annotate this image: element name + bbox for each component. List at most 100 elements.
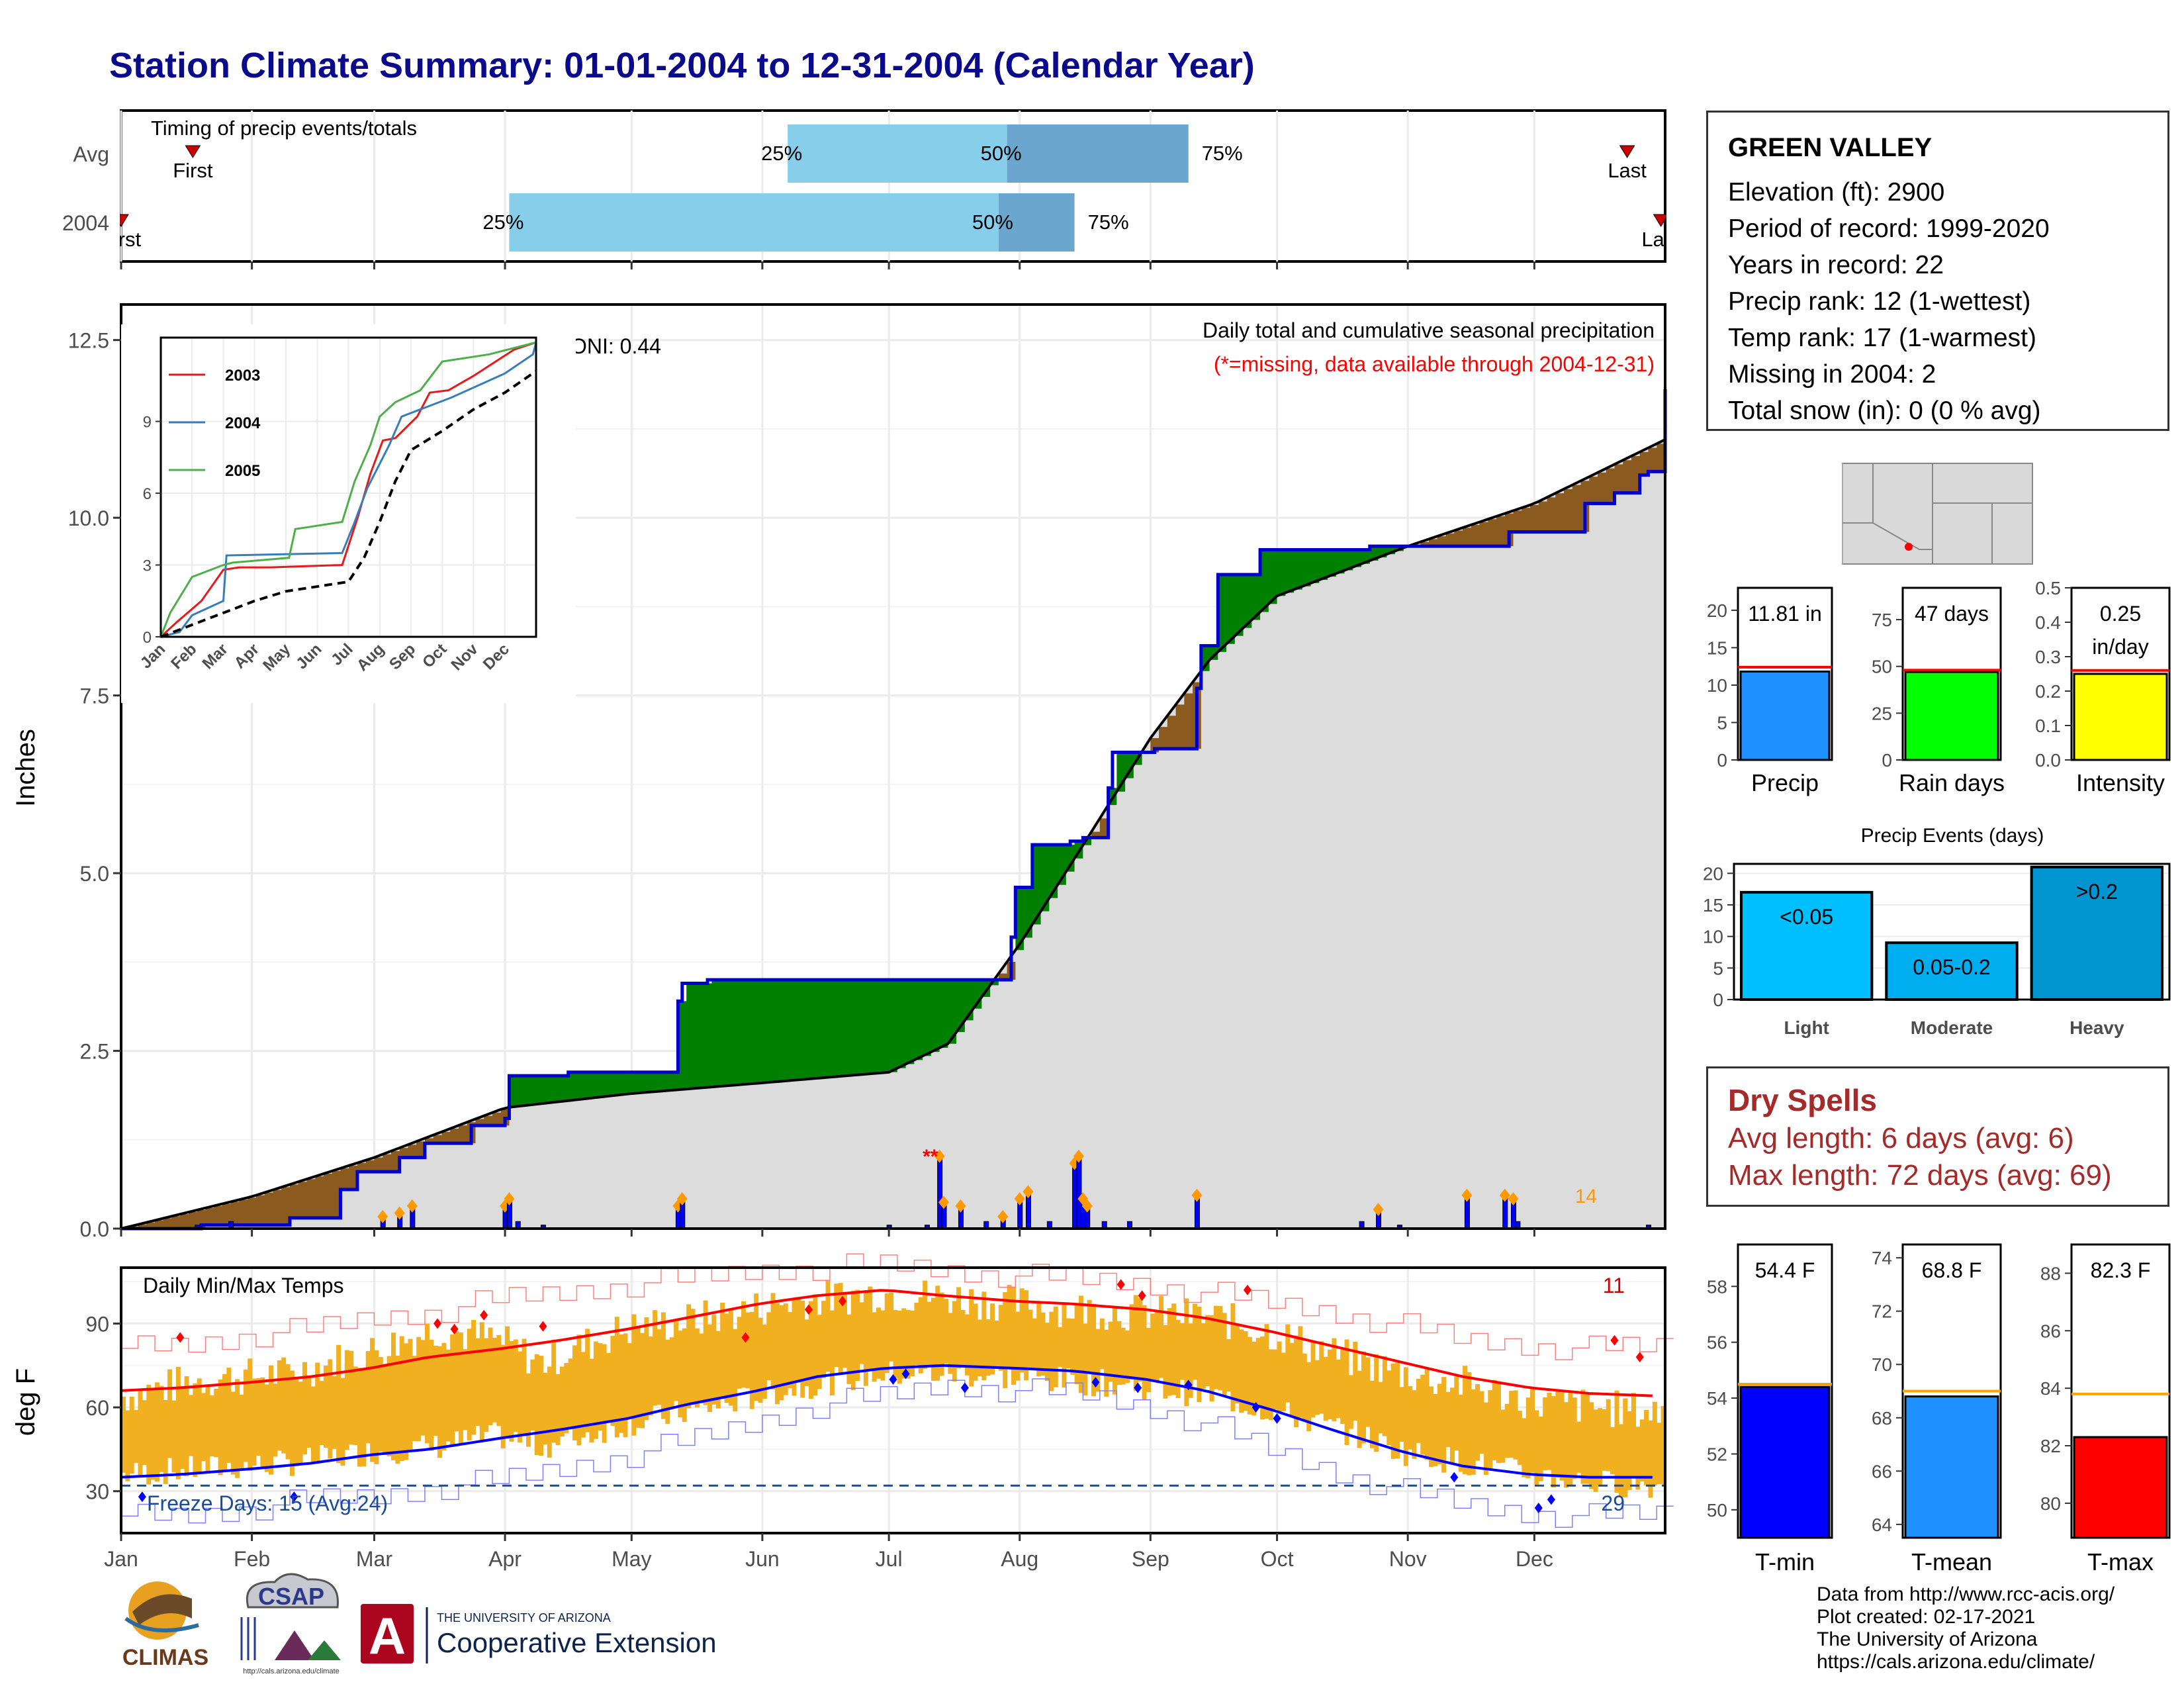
daily-precip-marker <box>504 1192 515 1206</box>
daily-temp-bar <box>226 1368 232 1463</box>
daily-temp-bar <box>1449 1387 1455 1464</box>
timing-last-label: Last <box>1608 159 1647 182</box>
daily-temp-bar <box>395 1355 400 1464</box>
daily-temp-bar <box>796 1297 801 1383</box>
daily-temp-bar <box>374 1350 379 1464</box>
station-line: Missing in 2004: 2 <box>1728 360 1936 389</box>
daily-temp-bar <box>1251 1341 1257 1416</box>
daily-temp-bar <box>923 1280 928 1370</box>
daily-temp-bar <box>1437 1383 1442 1465</box>
event-bar-light <box>1739 890 1874 1001</box>
daily-precip-marker <box>406 1199 418 1213</box>
daily-temp-bar <box>699 1333 704 1403</box>
daily-temp-bar <box>370 1338 375 1462</box>
daily-temp-bar <box>1534 1410 1539 1485</box>
daily-temp-bar <box>171 1400 177 1473</box>
daily-temp-bar <box>897 1310 902 1384</box>
month-label: Nov <box>1389 1547 1427 1571</box>
precip-frame <box>120 303 1666 1230</box>
daily-temp-bar <box>1074 1303 1079 1385</box>
daily-temp-bar <box>471 1319 477 1435</box>
daily-temp-bar <box>433 1345 438 1436</box>
daily-temp-bar <box>703 1300 708 1405</box>
month-label: Feb <box>234 1547 270 1571</box>
station-line: Total snow (in): 0 (0 % avg) <box>1728 397 2041 425</box>
timing-last-marker <box>1619 145 1635 158</box>
daily-temp-bar <box>205 1385 210 1473</box>
daily-temp-bar <box>412 1356 417 1442</box>
dry-spells-title: Dry Spells <box>1728 1083 1877 1117</box>
summary-y-tick-label: 58 <box>1707 1276 1727 1297</box>
daily-temp-bar <box>1066 1318 1071 1369</box>
daily-temp-bar <box>901 1308 907 1379</box>
daily-temp-bar <box>682 1328 687 1423</box>
daily-temp-bar <box>1277 1341 1282 1413</box>
daily-temp-bar <box>956 1287 962 1369</box>
csap-logo-url: http://cals.arizona.edu/climate <box>243 1667 340 1675</box>
daily-temp-bar <box>1589 1402 1594 1489</box>
daily-temp-bar <box>1639 1419 1645 1481</box>
daily-temp-bar <box>365 1351 371 1444</box>
daily-temp-bar <box>758 1317 763 1403</box>
daily-temp-bar <box>749 1311 754 1409</box>
daily-temp-bar <box>766 1312 772 1381</box>
ua-logo-letter: A <box>369 1607 406 1665</box>
daily-temp-bar <box>1576 1421 1582 1473</box>
record-min-line <box>121 1378 1674 1528</box>
daily-temp-bar <box>1154 1311 1160 1381</box>
daily-temp-bar <box>669 1337 674 1409</box>
daily-temp-bar <box>1584 1393 1590 1484</box>
daily-temp-bar <box>1488 1390 1493 1470</box>
daily-temp-bar <box>1572 1397 1577 1479</box>
summary-axis-label: Rain days <box>1899 769 2005 796</box>
timing-right-mask <box>1666 111 1706 261</box>
daily-temp-bar <box>809 1301 813 1399</box>
daily-temp-bar <box>619 1335 624 1433</box>
daily-temp-bar <box>872 1312 877 1382</box>
daily-temp-bar <box>1517 1411 1522 1466</box>
daily-temp-bar <box>214 1389 219 1458</box>
daily-temp-bar <box>273 1383 278 1457</box>
daily-temp-bar <box>251 1378 257 1466</box>
temps-chart-title: Daily Min/Max Temps <box>143 1274 343 1297</box>
daily-temp-bar <box>209 1395 214 1457</box>
inset-y-tick-label: 9 <box>143 414 152 432</box>
summary-y-tick-label: 50 <box>1707 1500 1727 1521</box>
daily-temp-bar <box>694 1328 700 1408</box>
daily-temp-bar <box>1627 1411 1632 1490</box>
daily-temp-bar <box>1610 1427 1615 1475</box>
daily-temp-bar <box>640 1333 645 1429</box>
daily-temp-bar <box>1463 1366 1468 1474</box>
station-name: GREEN VALLEY <box>1728 133 1933 162</box>
daily-temp-bar <box>1458 1394 1463 1472</box>
daily-temp-bar <box>817 1315 822 1389</box>
timing-bar-25-50 <box>509 193 999 252</box>
daily-temp-bar <box>1104 1329 1109 1397</box>
daily-temp-bar <box>441 1342 447 1451</box>
cold-days-count: 29 <box>1601 1491 1625 1515</box>
daily-temp-bar <box>1138 1297 1143 1382</box>
daily-temp-bar <box>1492 1380 1497 1461</box>
summary-y-tick-label: 0.2 <box>2035 681 2061 702</box>
daily-temp-bar <box>1112 1307 1117 1395</box>
events-frame <box>1733 863 2171 1001</box>
daily-temp-bar <box>627 1343 632 1417</box>
daily-temp-bar <box>674 1319 679 1401</box>
daily-temp-bar <box>248 1358 253 1471</box>
summary-y-tick-label: 66 <box>1872 1461 1892 1481</box>
daily-temp-bar <box>509 1340 514 1442</box>
daily-temp-bar <box>277 1360 282 1451</box>
summary-y-tick-label: 88 <box>2040 1263 2061 1284</box>
daily-temp-bar <box>842 1293 847 1368</box>
summary-y-tick-label: 72 <box>1872 1301 1892 1322</box>
daily-temp-bar <box>475 1338 480 1427</box>
daily-temp-bar <box>1525 1397 1531 1478</box>
daily-temp-bar <box>589 1358 594 1443</box>
summary-value-label: 0.25 <box>2100 602 2141 626</box>
daily-temp-bar <box>1230 1303 1236 1412</box>
timing-bar-50-75 <box>998 193 1075 252</box>
daily-temp-bar <box>1095 1329 1101 1392</box>
daily-temp-bar <box>1226 1339 1232 1392</box>
daily-temp-bar <box>1323 1356 1328 1421</box>
